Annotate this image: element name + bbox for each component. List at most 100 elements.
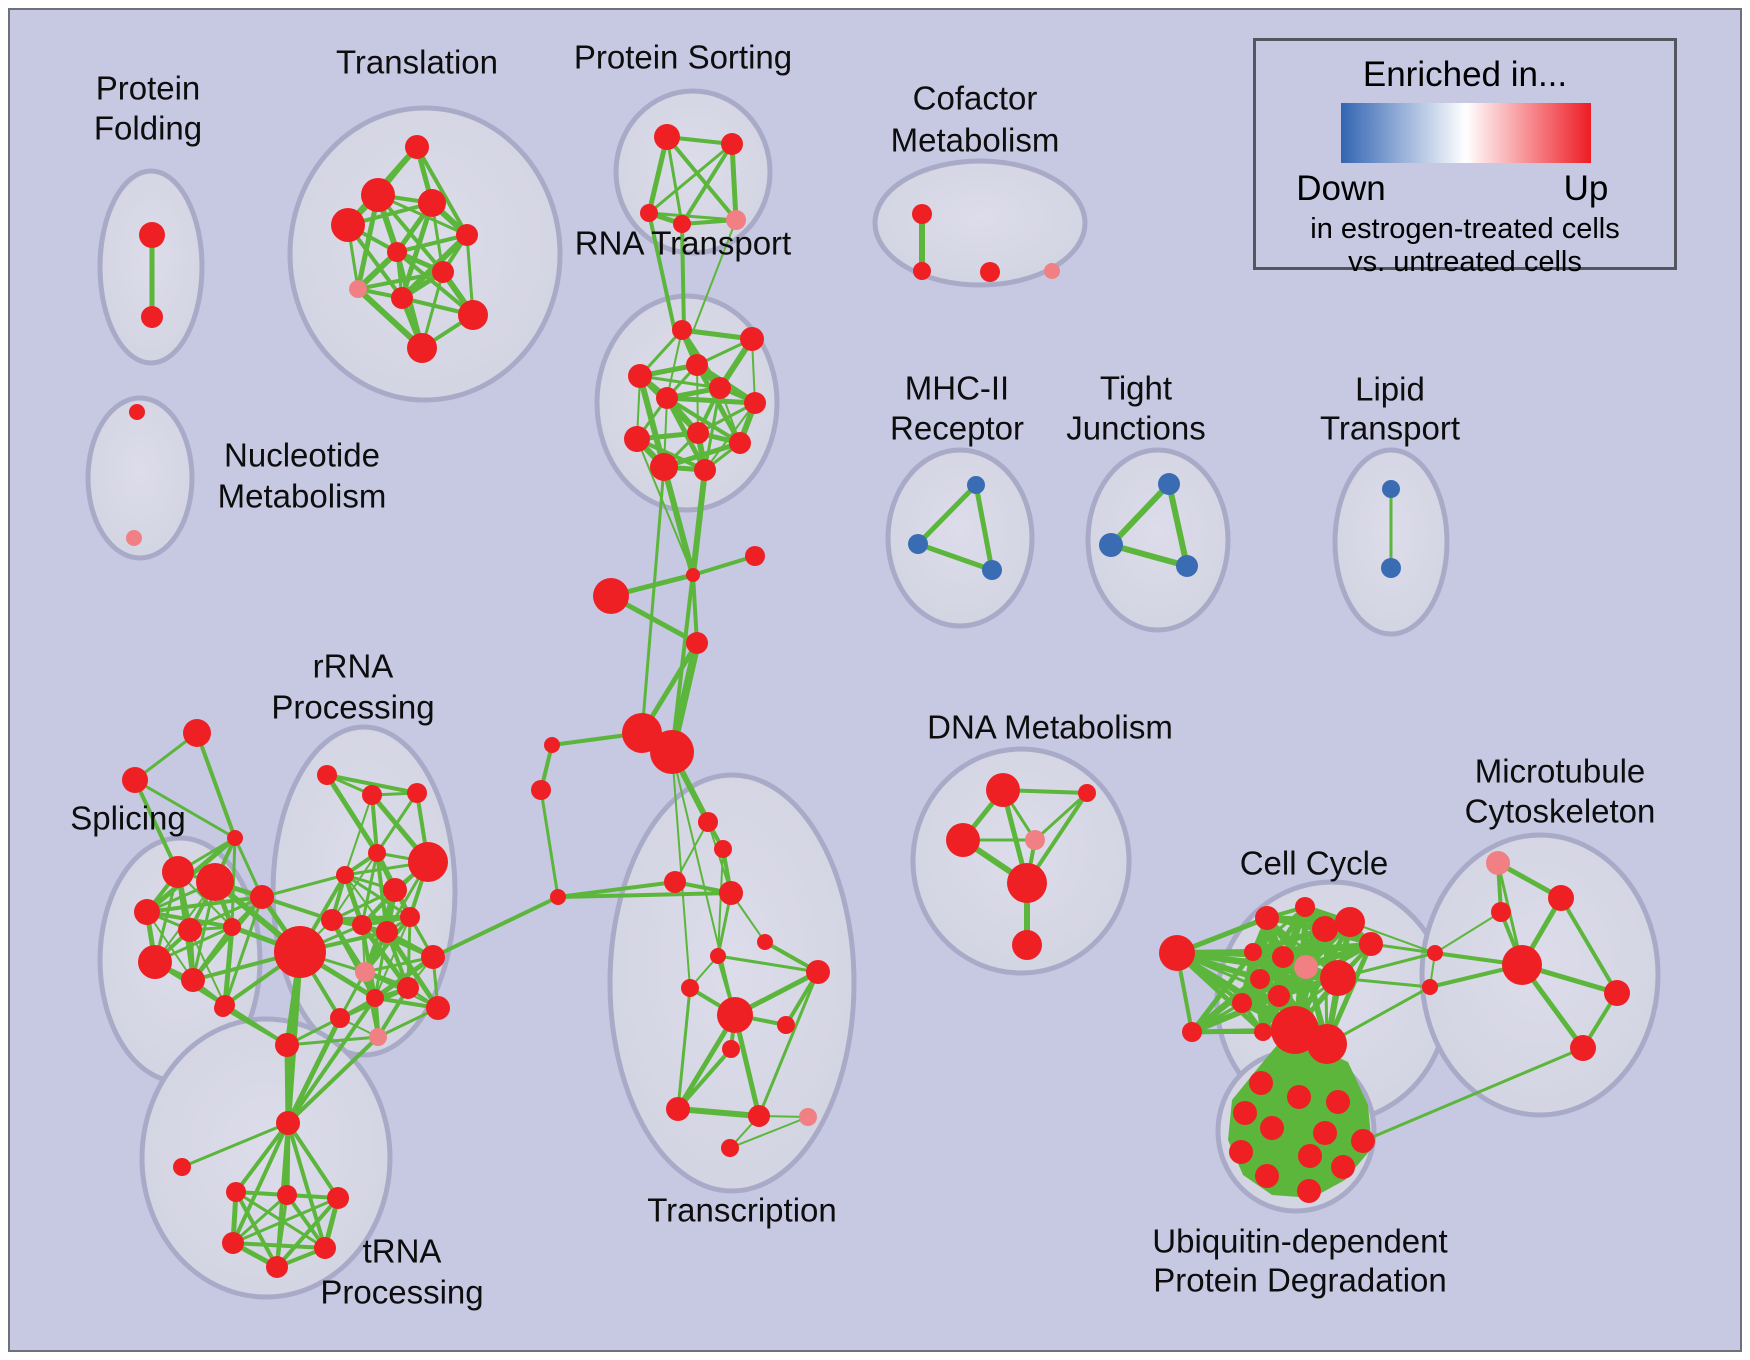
gene-set-node-microtubule-cytoskeleton[interactable]	[1570, 1035, 1596, 1061]
gene-set-node-mhc-ii-receptor[interactable]	[982, 560, 1002, 580]
gene-set-node-rna-transport[interactable]	[744, 392, 766, 414]
gene-set-node-transcription[interactable]	[681, 979, 699, 997]
gene-set-node-mhc-ii-receptor[interactable]	[967, 476, 985, 494]
gene-set-node-dna-metabolism[interactable]	[1078, 784, 1096, 802]
gene-set-node-cofactor-metabolism[interactable]	[912, 204, 932, 224]
gene-set-node-cell-cycle[interactable]	[1294, 955, 1318, 979]
gene-set-node-translation[interactable]	[387, 242, 407, 262]
gene-set-node-rrna-processing[interactable]	[336, 866, 354, 884]
gene-set-node-transcription[interactable]	[748, 1105, 770, 1127]
gene-set-node-splicing[interactable]	[183, 719, 211, 747]
gene-set-node-cell-cycle[interactable]	[1295, 897, 1315, 917]
gene-set-node-splicing[interactable]	[227, 830, 243, 846]
gene-set-node-transcription[interactable]	[721, 1139, 739, 1157]
gene-set-node-translation[interactable]	[418, 189, 446, 217]
gene-set-node-cell-cycle[interactable]	[1159, 935, 1195, 971]
gene-set-node-transcription[interactable]	[717, 997, 753, 1033]
gene-set-node-cell-cycle[interactable]	[1271, 1006, 1319, 1054]
gene-set-node-cell-cycle[interactable]	[1255, 906, 1279, 930]
gene-set-node-connectors[interactable]	[650, 730, 694, 774]
gene-set-node-microtubule-cytoskeleton[interactable]	[1427, 945, 1443, 961]
gene-set-node-splicing[interactable]	[134, 899, 160, 925]
gene-set-node-rna-transport[interactable]	[686, 354, 708, 376]
gene-set-node-cell-cycle[interactable]	[1182, 1022, 1202, 1042]
gene-set-node-rrna-processing[interactable]	[330, 1008, 350, 1028]
gene-set-node-rna-transport[interactable]	[650, 453, 678, 481]
gene-set-node-splicing[interactable]	[196, 863, 234, 901]
gene-set-node-translation[interactable]	[349, 280, 367, 298]
gene-set-node-splicing[interactable]	[122, 767, 148, 793]
gene-set-node-cell-cycle[interactable]	[1320, 960, 1356, 996]
gene-set-node-cell-cycle[interactable]	[1272, 946, 1294, 968]
gene-set-node-translation[interactable]	[331, 208, 365, 242]
gene-set-node-nucleotide-metabolism[interactable]	[129, 404, 145, 420]
gene-set-node-splicing[interactable]	[223, 918, 241, 936]
gene-set-node-cell-cycle[interactable]	[1307, 1024, 1347, 1064]
gene-set-node-trna-processing[interactable]	[276, 1111, 300, 1135]
gene-set-node-rna-transport[interactable]	[709, 377, 731, 399]
gene-set-node-rna-transport[interactable]	[687, 422, 709, 444]
gene-set-node-protein-sorting[interactable]	[640, 204, 658, 222]
gene-set-node-connectors[interactable]	[686, 632, 708, 654]
gene-set-node-connectors[interactable]	[544, 737, 560, 753]
gene-set-node-connectors[interactable]	[593, 578, 629, 614]
gene-set-node-dna-metabolism[interactable]	[1012, 930, 1042, 960]
gene-set-node-rrna-processing[interactable]	[366, 989, 384, 1007]
gene-set-node-dna-metabolism[interactable]	[946, 823, 980, 857]
gene-set-node-rrna-processing[interactable]	[421, 945, 445, 969]
gene-set-node-rrna-processing[interactable]	[407, 783, 427, 803]
gene-set-node-connectors[interactable]	[745, 546, 765, 566]
gene-set-node-rna-transport[interactable]	[729, 432, 751, 454]
gene-set-node-cell-cycle[interactable]	[1244, 943, 1262, 961]
gene-set-node-mhc-ii-receptor[interactable]	[908, 534, 928, 554]
gene-set-node-ubiquitin-degradation[interactable]	[1287, 1085, 1311, 1109]
gene-set-node-microtubule-cytoskeleton[interactable]	[1604, 980, 1630, 1006]
gene-set-node-ubiquitin-degradation[interactable]	[1233, 1101, 1257, 1125]
gene-set-node-translation[interactable]	[407, 333, 437, 363]
gene-set-node-trna-processing[interactable]	[173, 1158, 191, 1176]
gene-set-node-transcription[interactable]	[799, 1108, 817, 1126]
gene-set-node-lipid-transport[interactable]	[1382, 480, 1400, 498]
gene-set-node-splicing[interactable]	[178, 918, 202, 942]
gene-set-node-splicing[interactable]	[162, 856, 194, 888]
gene-set-node-translation[interactable]	[361, 178, 395, 212]
gene-set-node-trna-processing[interactable]	[222, 1232, 244, 1254]
gene-set-node-transcription[interactable]	[806, 960, 830, 984]
gene-set-node-transcription[interactable]	[550, 889, 566, 905]
gene-set-node-rna-transport[interactable]	[740, 327, 764, 351]
gene-set-node-cell-cycle[interactable]	[1250, 969, 1270, 989]
gene-set-node-splicing[interactable]	[181, 968, 205, 992]
gene-set-node-protein-sorting[interactable]	[673, 215, 691, 233]
gene-set-node-cell-cycle[interactable]	[1254, 1023, 1272, 1041]
gene-set-node-ubiquitin-degradation[interactable]	[1260, 1116, 1284, 1140]
gene-set-node-rrna-processing[interactable]	[426, 996, 450, 1020]
gene-set-node-ubiquitin-degradation[interactable]	[1326, 1090, 1350, 1114]
gene-set-node-rrna-processing[interactable]	[383, 878, 407, 902]
gene-set-node-tight-junctions[interactable]	[1176, 555, 1198, 577]
gene-set-node-dna-metabolism[interactable]	[986, 773, 1020, 807]
gene-set-node-trna-processing[interactable]	[226, 1182, 246, 1202]
gene-set-node-rrna-processing[interactable]	[368, 844, 386, 862]
gene-set-node-ubiquitin-degradation[interactable]	[1331, 1155, 1355, 1179]
gene-set-node-transcription[interactable]	[719, 881, 743, 905]
gene-set-node-cell-cycle[interactable]	[1232, 993, 1252, 1013]
gene-set-node-rrna-processing[interactable]	[321, 909, 343, 931]
gene-set-node-rna-transport[interactable]	[672, 320, 692, 340]
gene-set-node-transcription[interactable]	[757, 934, 773, 950]
gene-set-node-rna-transport[interactable]	[628, 364, 652, 388]
gene-set-node-transcription[interactable]	[664, 871, 686, 893]
gene-set-node-connectors[interactable]	[686, 568, 700, 582]
gene-set-node-transcription[interactable]	[722, 1040, 740, 1058]
gene-set-node-microtubule-cytoskeleton[interactable]	[1491, 902, 1511, 922]
gene-set-node-microtubule-cytoskeleton[interactable]	[1422, 979, 1438, 995]
gene-set-node-rrna-processing[interactable]	[214, 999, 232, 1017]
gene-set-node-rrna-processing[interactable]	[352, 915, 372, 935]
gene-set-node-connectors[interactable]	[531, 780, 551, 800]
gene-set-node-protein-sorting[interactable]	[726, 210, 746, 230]
gene-set-node-translation[interactable]	[391, 287, 413, 309]
gene-set-node-trna-processing[interactable]	[314, 1237, 336, 1259]
gene-set-node-cofactor-metabolism[interactable]	[980, 262, 1000, 282]
gene-set-node-cell-cycle[interactable]	[1359, 932, 1383, 956]
gene-set-node-translation[interactable]	[456, 224, 478, 246]
gene-set-node-dna-metabolism[interactable]	[1025, 830, 1045, 850]
